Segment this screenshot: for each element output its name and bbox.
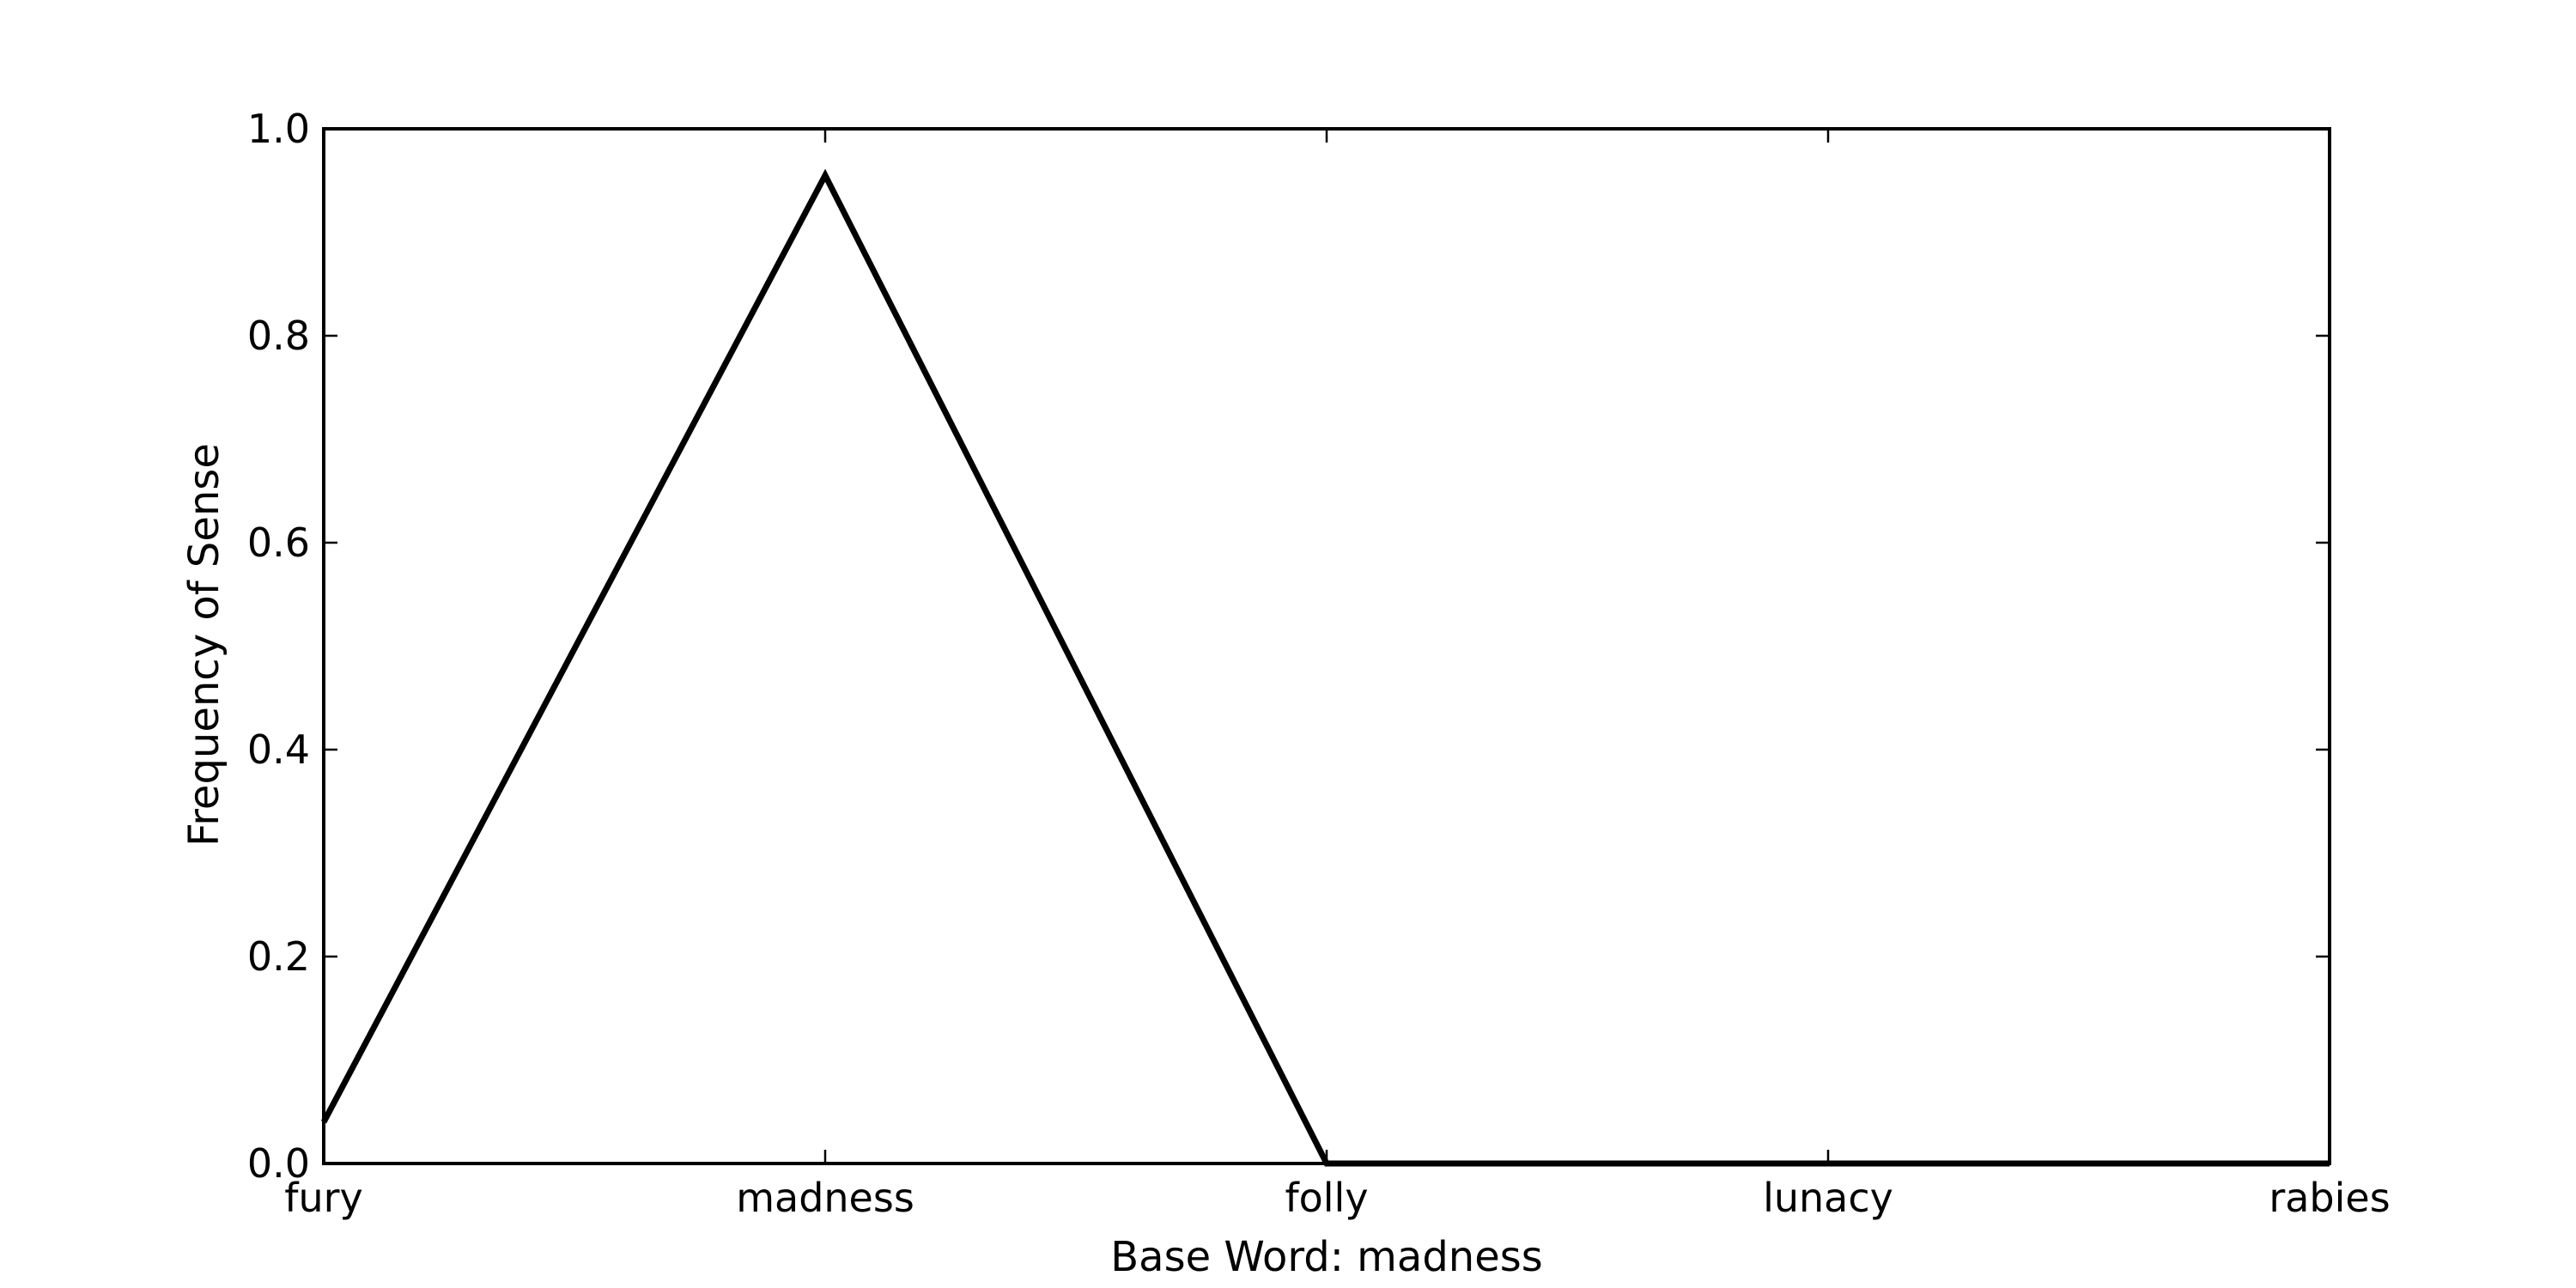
x-tick-label: madness — [736, 1175, 914, 1221]
x-tick-labels: fury madness folly lunacy rabies — [284, 1175, 2390, 1221]
x-tick-label: fury — [284, 1175, 362, 1221]
y-tick-label: 0.0 — [247, 1140, 310, 1187]
x-tick-label: folly — [1285, 1175, 1368, 1221]
y-tick-label: 0.8 — [247, 313, 310, 359]
x-tick-label: rabies — [2269, 1175, 2390, 1221]
x-tick-label: lunacy — [1763, 1175, 1893, 1221]
series-line — [320, 168, 2330, 1167]
y-tick-labels: 0.0 0.2 0.4 0.6 0.8 1.0 — [247, 106, 310, 1187]
y-axis-label: Frequency of Sense — [180, 443, 228, 847]
y-tick-label: 1.0 — [247, 106, 310, 152]
axes-frame — [322, 127, 2331, 1165]
plot-area — [322, 127, 2331, 1165]
y-tick-label: 0.4 — [247, 726, 310, 773]
y-tick-label: 0.2 — [247, 933, 310, 980]
series-layer — [320, 168, 2330, 1167]
x-axis-label: Base Word: madness — [1110, 1233, 1543, 1281]
y-tick-label: 0.6 — [247, 519, 310, 566]
tick-marks — [322, 127, 2331, 1165]
